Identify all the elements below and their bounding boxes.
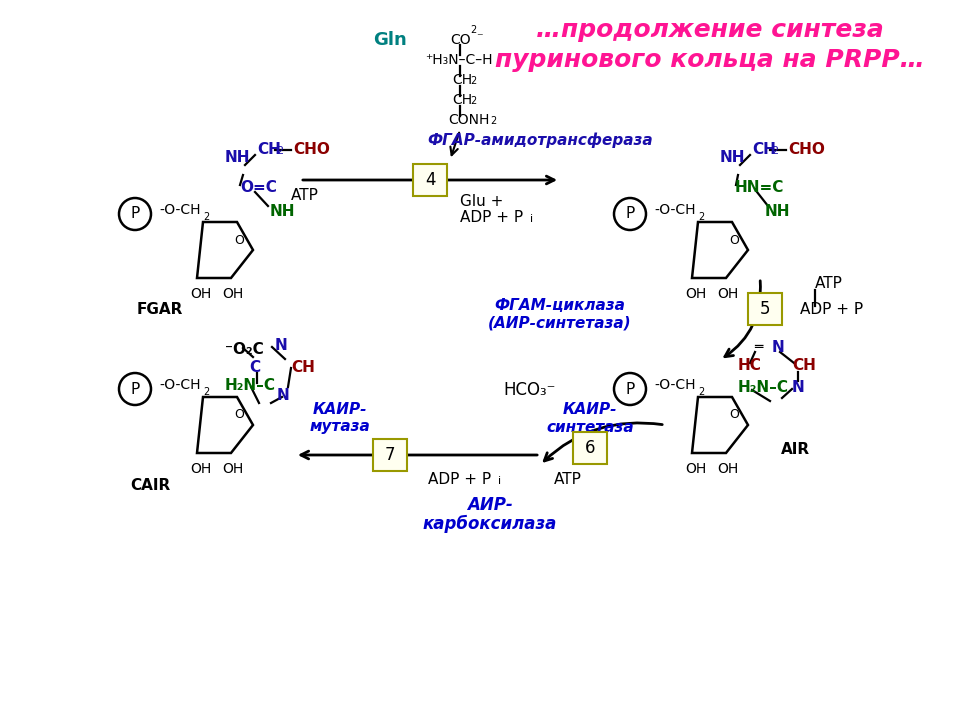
Text: OH: OH [685,287,707,301]
Text: HC: HC [738,358,762,372]
Text: P: P [131,207,139,222]
Text: КАИР-: КАИР- [563,402,617,418]
Text: 2: 2 [470,96,476,106]
FancyBboxPatch shape [748,293,782,325]
Text: -O-CH: -O-CH [655,378,696,392]
FancyBboxPatch shape [573,432,607,464]
Text: FGAR: FGAR [137,302,183,318]
Text: 2: 2 [771,146,779,156]
Text: OH: OH [190,287,211,301]
Text: ФГАР-амидотрансфераза: ФГАР-амидотрансфераза [427,132,653,148]
Text: H₂N–C: H₂N–C [225,377,276,392]
Text: i: i [530,214,533,224]
Text: 2: 2 [203,387,209,397]
Text: 2: 2 [276,146,283,156]
Text: 7: 7 [385,446,396,464]
Text: CO: CO [450,33,470,47]
Text: OH: OH [717,462,738,476]
Text: ADP + P: ADP + P [800,302,863,318]
Text: (АИР-синтетаза): (АИР-синтетаза) [489,315,632,330]
FancyArrowPatch shape [450,132,459,155]
Text: AIR: AIR [780,443,809,457]
Text: O: O [234,233,244,246]
Text: HCO₃⁻: HCO₃⁻ [504,381,556,399]
Text: H₂N–C: H₂N–C [738,379,789,395]
Text: OH: OH [717,287,738,301]
Text: -O-CH: -O-CH [655,203,696,217]
Text: OH: OH [685,462,707,476]
Text: синтетаза: синтетаза [546,420,634,434]
Text: O: O [234,408,244,421]
Text: OH: OH [223,287,244,301]
Text: -O-CH: -O-CH [159,378,201,392]
Text: КАИР-: КАИР- [313,402,368,418]
Text: i: i [498,476,501,486]
Text: мутаза: мутаза [310,420,371,434]
Text: NH: NH [765,204,790,220]
FancyBboxPatch shape [373,439,407,471]
Text: 2: 2 [470,25,476,35]
Text: …продолжение синтеза: …продолжение синтеза [536,18,884,42]
Text: Glu +: Glu + [460,194,503,210]
Text: P: P [625,207,635,222]
Text: CONH: CONH [448,113,490,127]
Text: 5: 5 [759,300,770,318]
Text: ATP: ATP [815,276,843,290]
Text: CAIR: CAIR [130,477,170,492]
Text: 4: 4 [424,171,435,189]
Text: CH: CH [291,359,315,374]
Text: N: N [792,379,804,395]
Text: O=C: O=C [240,180,276,195]
Text: O: O [729,408,739,421]
Text: ADP + P: ADP + P [460,210,523,225]
Text: -O-CH: -O-CH [159,203,201,217]
Text: HN=C: HN=C [735,180,784,195]
FancyArrowPatch shape [300,451,538,459]
Text: CH: CH [452,93,472,107]
Text: P: P [131,382,139,397]
Text: N: N [772,340,784,354]
Text: NH: NH [270,204,296,220]
Text: CH: CH [257,143,281,158]
Text: ФГАМ-циклаза: ФГАМ-циклаза [494,297,625,312]
Text: 6: 6 [585,439,595,457]
Text: N: N [275,338,288,353]
Text: ⁻: ⁻ [476,32,483,45]
FancyArrowPatch shape [544,423,662,461]
Text: i: i [855,306,858,316]
Text: NH: NH [225,150,250,165]
Text: N: N [277,387,290,402]
Text: 2: 2 [490,116,496,126]
Text: ⁺H₃N–C–H: ⁺H₃N–C–H [425,53,492,67]
Text: CHO: CHO [293,143,330,158]
Text: C: C [250,359,260,374]
Text: ⁻O₂C: ⁻O₂C [225,343,264,358]
Text: 2: 2 [698,212,705,222]
Text: CH: CH [792,358,816,372]
Text: ADP + P: ADP + P [428,472,492,487]
Text: OH: OH [223,462,244,476]
Text: P: P [625,382,635,397]
Text: NH: NH [719,150,745,165]
FancyArrowPatch shape [725,281,760,356]
Text: CH: CH [452,73,472,87]
Text: CHO: CHO [788,143,825,158]
Text: 2: 2 [698,387,705,397]
Text: пуринового кольца на PRPP…: пуринового кольца на PRPP… [495,48,924,72]
Text: OH: OH [190,462,211,476]
Text: карбоксилаза: карбоксилаза [422,515,557,533]
Text: ATP: ATP [291,187,319,202]
Text: ATP: ATP [554,472,582,487]
Text: ═: ═ [754,340,762,354]
Text: Gln: Gln [373,31,407,49]
Text: АИР-: АИР- [468,496,513,514]
Text: O: O [729,233,739,246]
FancyBboxPatch shape [413,164,447,196]
FancyArrowPatch shape [302,176,554,184]
Text: CH: CH [752,143,776,158]
Text: 2: 2 [203,212,209,222]
Text: 2: 2 [470,76,476,86]
